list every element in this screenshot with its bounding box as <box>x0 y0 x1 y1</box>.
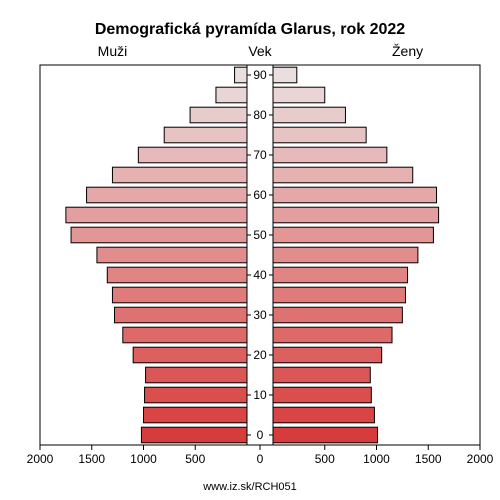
x-tick-label: 1500 <box>78 452 105 466</box>
female-bar <box>273 187 437 203</box>
x-tick-label: 500 <box>185 452 205 466</box>
male-bar <box>112 167 247 183</box>
male-bar <box>133 347 247 363</box>
y-tick-label: 0 <box>257 428 264 442</box>
female-bar <box>273 307 402 323</box>
male-bar <box>146 367 247 383</box>
pyramid-svg: Demografická pyramída Glarus, rok 2022 Mu… <box>0 0 500 500</box>
y-tick-label: 20 <box>253 348 267 362</box>
male-bar <box>235 67 247 83</box>
male-bar <box>138 147 247 163</box>
y-tick-label: 50 <box>253 228 267 242</box>
male-bar <box>141 427 247 443</box>
chart-footer: www.iz.sk/RCH051 <box>202 481 297 493</box>
male-bar <box>107 267 247 283</box>
chart-title: Demografická pyramída Glarus, rok 2022 <box>95 21 405 38</box>
male-bar <box>71 227 247 243</box>
male-bar <box>123 327 247 343</box>
male-bar <box>97 247 247 263</box>
y-tick-label: 70 <box>253 148 267 162</box>
male-bar <box>144 407 248 423</box>
male-bar <box>115 307 247 323</box>
age-label: Vek <box>248 43 272 59</box>
female-bar <box>273 287 405 303</box>
x-tick-label: 2000 <box>467 452 494 466</box>
y-tick-label: 90 <box>253 68 267 82</box>
female-bar <box>273 167 413 183</box>
female-bar <box>273 147 387 163</box>
female-bar <box>273 427 378 443</box>
y-tick-label: 80 <box>253 108 267 122</box>
y-tick-label: 30 <box>253 308 267 322</box>
x-tick-label: 1000 <box>130 452 157 466</box>
female-bar <box>273 227 433 243</box>
female-bar <box>273 407 374 423</box>
male-bar <box>145 387 247 403</box>
female-bar <box>273 87 325 103</box>
male-bar <box>190 107 247 123</box>
female-bar <box>273 367 370 383</box>
female-bar <box>273 387 371 403</box>
male-bar <box>164 127 247 143</box>
y-tick-label: 40 <box>253 268 267 282</box>
male-bar <box>66 207 247 223</box>
male-label: Muži <box>98 43 128 59</box>
x-tick-label: 500 <box>315 452 335 466</box>
female-bar <box>273 127 366 143</box>
y-tick-label: 10 <box>253 388 267 402</box>
female-bar <box>273 347 382 363</box>
chart-container: Demografická pyramída Glarus, rok 2022 Mu… <box>0 0 500 500</box>
male-bar <box>216 87 247 103</box>
female-bar <box>273 207 439 223</box>
male-bar <box>87 187 247 203</box>
female-bar <box>273 67 297 83</box>
female-bar <box>273 107 345 123</box>
x-tick-label: 1000 <box>363 452 390 466</box>
female-bar <box>273 327 392 343</box>
x-tick-label: 0 <box>257 452 264 466</box>
y-tick-label: 60 <box>253 188 267 202</box>
x-tick-label: 1500 <box>415 452 442 466</box>
x-tick-label: 2000 <box>27 452 54 466</box>
male-bar <box>112 287 247 303</box>
female-bar <box>273 247 418 263</box>
female-bar <box>273 267 408 283</box>
female-label: Ženy <box>392 43 423 59</box>
